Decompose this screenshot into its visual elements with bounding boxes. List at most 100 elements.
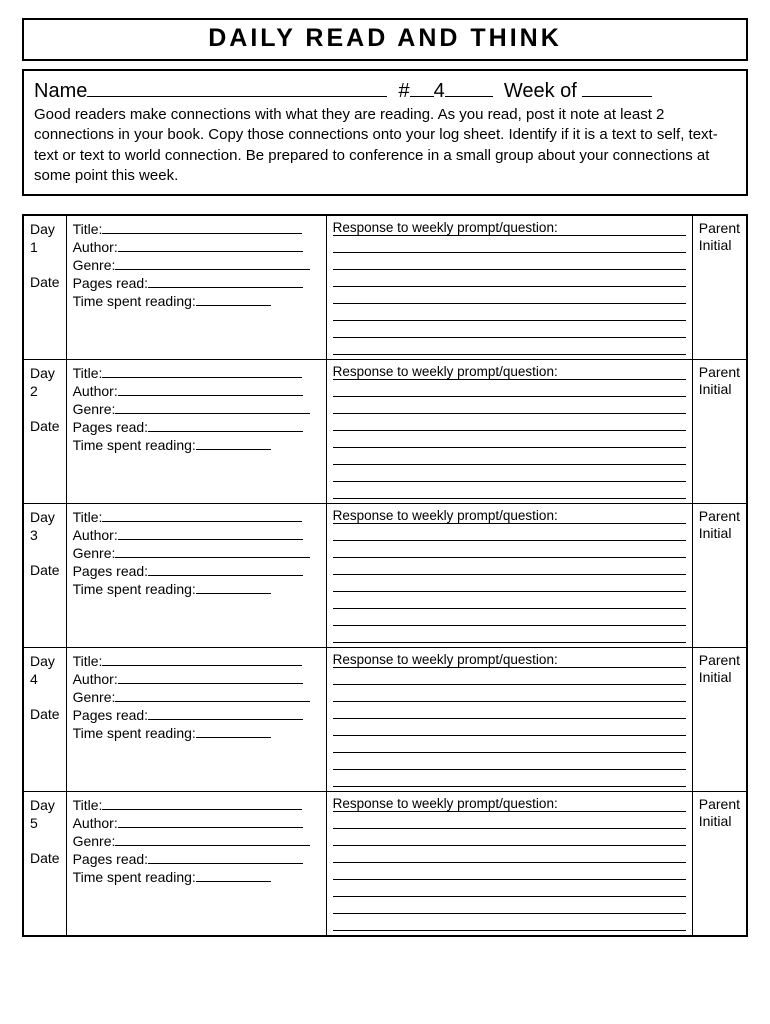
response-line[interactable] xyxy=(333,770,686,787)
response-line[interactable] xyxy=(333,829,686,846)
response-line[interactable] xyxy=(333,482,686,499)
day-label: Day4 xyxy=(30,652,60,688)
field-blank[interactable] xyxy=(196,292,271,306)
response-line[interactable] xyxy=(333,397,686,414)
genre-field: Genre: xyxy=(73,832,320,849)
week-blank[interactable] xyxy=(582,75,652,97)
response-line[interactable] xyxy=(333,253,686,270)
response-line[interactable] xyxy=(333,736,686,753)
field-blank[interactable] xyxy=(118,238,303,252)
field-blank[interactable] xyxy=(196,580,271,594)
field-blank[interactable] xyxy=(102,796,302,810)
field-label: Pages read: xyxy=(73,419,149,435)
response-line[interactable] xyxy=(333,880,686,897)
day-cell: Day1Date xyxy=(23,215,66,360)
field-blank[interactable] xyxy=(196,436,271,450)
field-blank[interactable] xyxy=(148,706,303,720)
response-line[interactable] xyxy=(333,609,686,626)
response-line[interactable] xyxy=(333,321,686,338)
response-prompt: Response to weekly prompt/question: xyxy=(333,652,686,668)
parent-initial-cell[interactable]: Parent Initial xyxy=(692,215,747,360)
field-label: Title: xyxy=(73,797,103,813)
response-line[interactable] xyxy=(333,304,686,321)
response-prompt: Response to weekly prompt/question: xyxy=(333,508,686,524)
response-line[interactable] xyxy=(333,897,686,914)
response-line[interactable] xyxy=(333,465,686,482)
field-blank[interactable] xyxy=(118,382,303,396)
field-blank[interactable] xyxy=(102,652,302,666)
instructions-text: Good readers make connections with what … xyxy=(34,105,736,186)
time-field: Time spent reading: xyxy=(73,436,320,453)
response-line[interactable] xyxy=(333,287,686,304)
field-blank[interactable] xyxy=(102,508,302,522)
response-line[interactable] xyxy=(333,236,686,253)
author-field: Author: xyxy=(73,526,320,543)
time-field: Time spent reading: xyxy=(73,292,320,309)
response-line[interactable] xyxy=(333,863,686,880)
response-line[interactable] xyxy=(333,702,686,719)
name-label: Name xyxy=(34,80,87,103)
response-line[interactable] xyxy=(333,270,686,287)
response-line[interactable] xyxy=(333,575,686,592)
field-blank[interactable] xyxy=(118,670,303,684)
field-blank[interactable] xyxy=(148,850,303,864)
parent-initial-cell[interactable]: Parent Initial xyxy=(692,504,747,648)
pages-field: Pages read: xyxy=(73,850,320,867)
field-blank[interactable] xyxy=(196,724,271,738)
response-line[interactable] xyxy=(333,668,686,685)
parent-initial-cell[interactable]: Parent Initial xyxy=(692,648,747,792)
field-blank[interactable] xyxy=(115,256,310,270)
field-blank[interactable] xyxy=(196,868,271,882)
time-field: Time spent reading: xyxy=(73,868,320,885)
response-line[interactable] xyxy=(333,914,686,931)
response-line[interactable] xyxy=(333,626,686,643)
hash-blank-post[interactable] xyxy=(445,75,493,97)
response-line[interactable] xyxy=(333,431,686,448)
response-line[interactable] xyxy=(333,685,686,702)
field-blank[interactable] xyxy=(115,544,310,558)
response-line[interactable] xyxy=(333,719,686,736)
field-blank[interactable] xyxy=(118,814,303,828)
response-line[interactable] xyxy=(333,753,686,770)
title-box: DAILY READ AND THINK xyxy=(22,18,748,61)
field-blank[interactable] xyxy=(102,364,302,378)
author-field: Author: xyxy=(73,670,320,687)
response-line[interactable] xyxy=(333,846,686,863)
parent-initial-cell[interactable]: Parent Initial xyxy=(692,792,747,937)
response-line[interactable] xyxy=(333,592,686,609)
author-field: Author: xyxy=(73,238,320,255)
response-line[interactable] xyxy=(333,558,686,575)
response-line[interactable] xyxy=(333,338,686,355)
hash-blank-pre[interactable] xyxy=(410,75,434,97)
name-blank[interactable] xyxy=(87,75,387,97)
response-line[interactable] xyxy=(333,541,686,558)
response-line[interactable] xyxy=(333,380,686,397)
pages-field: Pages read: xyxy=(73,418,320,435)
hash-value: 4 xyxy=(434,80,445,103)
field-blank[interactable] xyxy=(115,688,310,702)
response-line[interactable] xyxy=(333,524,686,541)
field-label: Time spent reading: xyxy=(73,725,196,741)
response-line[interactable] xyxy=(333,812,686,829)
response-prompt: Response to weekly prompt/question: xyxy=(333,364,686,380)
book-cell: Title:Author:Genre:Pages read:Time spent… xyxy=(66,504,326,648)
response-line[interactable] xyxy=(333,448,686,465)
field-blank[interactable] xyxy=(115,832,310,846)
hash-label: # xyxy=(387,80,409,103)
field-label: Title: xyxy=(73,653,103,669)
field-blank[interactable] xyxy=(148,418,303,432)
header-box: Name # 4 Week of Good readers make conne… xyxy=(22,69,748,196)
field-blank[interactable] xyxy=(148,562,303,576)
field-blank[interactable] xyxy=(118,526,303,540)
response-line[interactable] xyxy=(333,414,686,431)
field-label: Time spent reading: xyxy=(73,437,196,453)
field-blank[interactable] xyxy=(102,220,302,234)
field-label: Title: xyxy=(73,365,103,381)
field-blank[interactable] xyxy=(115,400,310,414)
log-row: Day1DateTitle:Author:Genre:Pages read:Ti… xyxy=(23,215,747,360)
book-cell: Title:Author:Genre:Pages read:Time spent… xyxy=(66,648,326,792)
field-blank[interactable] xyxy=(148,274,303,288)
parent-initial-cell[interactable]: Parent Initial xyxy=(692,360,747,504)
date-label: Date xyxy=(30,418,60,434)
response-cell: Response to weekly prompt/question: xyxy=(326,215,692,360)
